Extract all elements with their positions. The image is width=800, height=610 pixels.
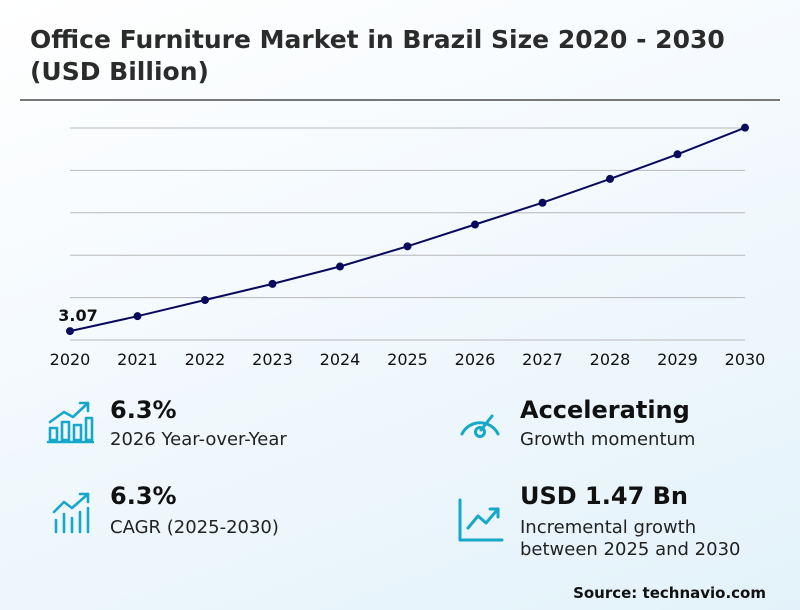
data-point-2023 [268,279,277,288]
x-tick-label-2020: 2020 [50,350,91,369]
data-points [66,123,749,336]
series-line-path [69,126,746,333]
data-point-2028 [606,174,614,183]
data-point-2024 [336,262,344,271]
x-tick-label-2026: 2026 [455,350,496,369]
kpi-incremental-label: Incremental growth between 2025 and 2030 [520,517,740,561]
data-point-2029 [673,150,682,159]
x-tick-label-2027: 2027 [522,350,563,369]
x-tick-label-2029: 2029 [657,350,698,369]
series-line [69,126,746,333]
kpi-momentum-label: Growth momentum [520,429,696,450]
kpi-yoy-label: 2026 Year-over-Year [110,429,287,450]
kpi-momentum-value: Accelerating [520,396,690,424]
line-chart: 3.07 2020 2021 2022 2023 2024 2025 2026 2027 202… [50,123,766,369]
data-point-2027 [538,198,547,207]
kpi-cagr-value: 6.3% [110,482,177,510]
x-axis-ticks: 2020 2021 2022 2023 2024 2025 2026 2027 2028 2029… [50,350,766,369]
speedometer-icon [460,414,500,438]
data-point-2026 [471,220,479,229]
x-tick-label-2022: 2022 [185,350,226,369]
data-point-2020 [66,327,74,336]
x-tick-label-2030: 2030 [725,350,766,369]
line-chart-icon [458,498,504,542]
kpi-cagr-label: CAGR (2025-2030) [110,517,279,538]
bar-chart-growth-icon [46,401,94,444]
x-tick-label-2025: 2025 [387,350,428,369]
kpi-incremental-value: USD 1.47 Bn [520,482,688,510]
data-point-2022 [201,296,209,305]
data-point-2025 [403,242,412,251]
x-tick-label-2021: 2021 [117,350,158,369]
kpi-yoy-value: 6.3% [110,396,177,424]
x-tick-label-2023: 2023 [252,350,293,369]
data-point-2030 [741,123,749,132]
title-divider [20,99,780,101]
x-tick-label-2028: 2028 [590,350,631,369]
data-label-2020: 3.07 [58,306,97,325]
kpi-incremental-label-line-1: Incremental growth [520,517,697,538]
data-point-2021 [133,312,142,321]
trend-bars-icon [52,492,90,534]
x-tick-label-2024: 2024 [320,350,361,369]
chart-title: Office Furniture Market in Brazil Size 2… [30,25,725,86]
source-credit: Source: technavio.com [573,584,766,602]
data-labels: 3.07 [58,306,97,325]
kpi-incremental-label-line-2: between 2025 and 2030 [520,539,741,560]
